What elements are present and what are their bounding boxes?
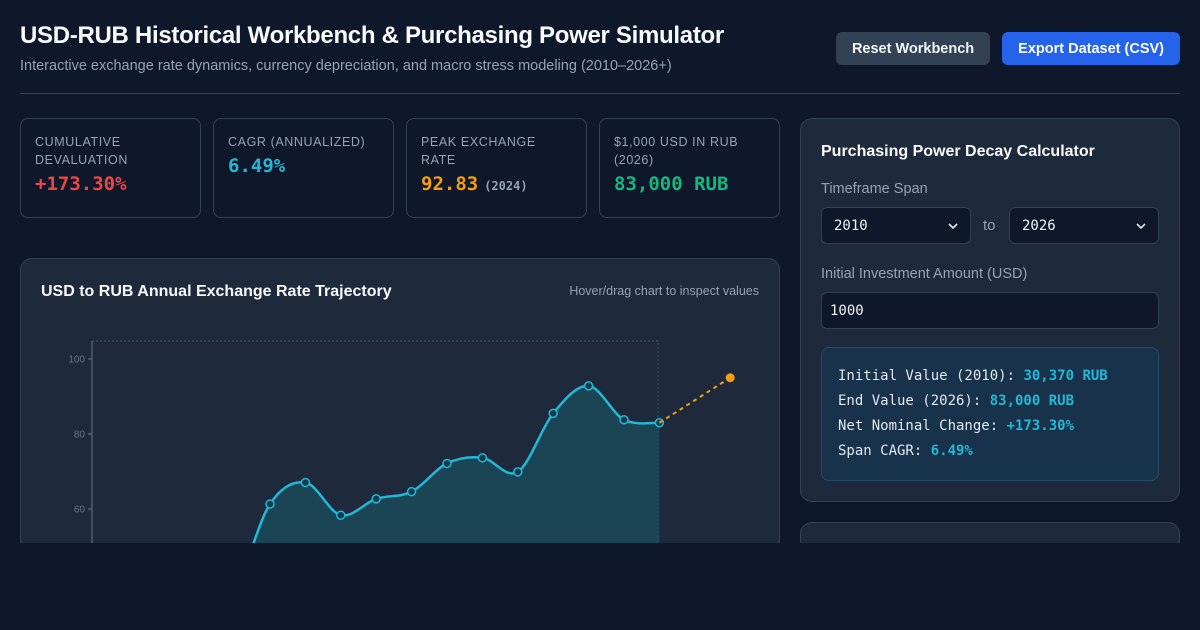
exchange-rate-chart[interactable]: 60 80 100 (21, 259, 780, 558)
data-point (548, 408, 558, 419)
data-point (477, 453, 488, 463)
kpi-value: 6.49% (228, 155, 286, 177)
projection-point (725, 373, 735, 383)
y-tick-label: 60 (74, 505, 86, 516)
data-point (371, 494, 381, 504)
data-point (619, 415, 629, 425)
to-year-select[interactable]: 2026 (1009, 207, 1159, 244)
kpi-value-number: 92.83 (421, 173, 479, 195)
chart-title: USD to RUB Annual Exchange Rate Trajecto… (41, 283, 392, 300)
result-end-value: End Value (2026): 83,000 RUB (838, 393, 1075, 409)
purchasing-power-calculator: Purchasing Power Decay Calculator Timefr… (800, 118, 1180, 502)
y-tick-label: 80 (74, 430, 86, 441)
viewport-cutoff (0, 543, 1200, 630)
kpi-card-peak-rate: PEAK EXCHANGE RATE 92.83 (2024) (406, 118, 587, 218)
projection-line (658, 376, 731, 424)
amount-label: Initial Investment Amount (USD) (821, 266, 1028, 282)
data-point (336, 510, 346, 520)
to-year-value: 2026 (1022, 217, 1056, 234)
page-title: USD-RUB Historical Workbench & Purchasin… (20, 22, 724, 49)
data-point (265, 499, 275, 509)
chart-hint: Hover/drag chart to inspect values (569, 284, 759, 298)
kpi-label: PEAK EXCHANGE RATE (421, 135, 536, 167)
kpi-label: CUMULATIVE DEVALUATION (35, 135, 128, 167)
kpi-value-year: (2024) (484, 179, 528, 193)
to-label: to (983, 217, 996, 234)
data-point (442, 458, 452, 469)
chevron-down-icon (1136, 222, 1146, 229)
calculator-results: Initial Value (2010): 30,370 RUB End Val… (821, 347, 1159, 481)
kpi-label: $1,000 USD IN RUB (2026) (614, 135, 739, 167)
calculator-title: Purchasing Power Decay Calculator (821, 143, 1095, 160)
result-net-change: Net Nominal Change: +173.30% (838, 418, 1075, 434)
header-actions: Reset Workbench Export Dataset (CSV) (835, 32, 1180, 65)
export-csv-button[interactable]: Export Dataset (CSV) (1002, 32, 1180, 65)
kpi-label: CAGR (ANNUALIZED) (228, 135, 366, 149)
kpi-card-devaluation: CUMULATIVE DEVALUATION +173.30% (20, 118, 201, 218)
rate-area-fill (248, 385, 660, 557)
result-span-cagr: Span CAGR: 6.49% (838, 443, 973, 459)
kpi-card-usd-in-rub: $1,000 USD IN RUB (2026) 83,000 RUB (599, 118, 780, 218)
from-year-value: 2010 (834, 217, 868, 234)
data-point (300, 477, 311, 488)
result-initial-value: Initial Value (2010): 30,370 RUB (838, 368, 1108, 384)
data-point (406, 486, 417, 497)
kpi-card-cagr: CAGR (ANNUALIZED) 6.49% (213, 118, 394, 218)
y-tick-label: 100 (68, 355, 85, 366)
kpi-value: 83,000 RUB (614, 173, 729, 195)
data-point (513, 467, 523, 477)
from-year-select[interactable]: 2010 (821, 207, 971, 244)
amount-value: 1000 (830, 302, 864, 319)
page-header: USD-RUB Historical Workbench & Purchasin… (20, 22, 1180, 94)
timeframe-label: Timeframe Span (821, 181, 928, 197)
reset-workbench-button[interactable]: Reset Workbench (835, 32, 991, 65)
chevron-down-icon (948, 222, 958, 229)
data-point (583, 381, 594, 391)
chart-panel: 60 80 100 USD to RUB Annual Exchange Rate … (20, 258, 780, 558)
kpi-value: +173.30% (35, 173, 127, 195)
page-subtitle: Interactive exchange rate dynamics, curr… (20, 58, 672, 74)
amount-input[interactable]: 1000 (821, 292, 1159, 329)
kpi-value: 92.83 (2024) (421, 173, 572, 195)
